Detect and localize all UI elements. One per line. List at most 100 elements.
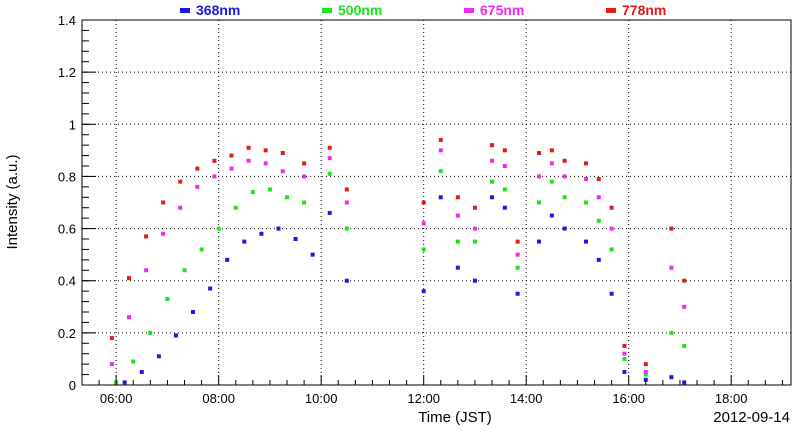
y-tick-label: 1.2 xyxy=(58,65,76,80)
data-point xyxy=(562,195,567,200)
data-point xyxy=(682,278,687,283)
data-points xyxy=(109,137,687,385)
data-point xyxy=(259,231,264,236)
data-point xyxy=(515,239,520,244)
data-point xyxy=(161,200,166,205)
data-point xyxy=(191,310,196,314)
data-point xyxy=(438,195,443,200)
x-axis-title: Time (JST) xyxy=(418,409,492,426)
data-point xyxy=(549,213,554,218)
data-point xyxy=(421,247,426,252)
data-point xyxy=(643,362,648,367)
data-point xyxy=(280,169,285,174)
legend-marker xyxy=(322,8,332,13)
data-point xyxy=(212,174,217,179)
legend-marker xyxy=(606,8,616,13)
data-point xyxy=(438,148,443,153)
data-point xyxy=(109,362,114,367)
data-point xyxy=(327,171,332,176)
x-tick-label: 06:00 xyxy=(100,391,133,406)
x-tick-label: 16:00 xyxy=(612,391,645,406)
data-point xyxy=(669,375,674,380)
data-point xyxy=(490,158,495,163)
data-point xyxy=(216,226,221,231)
data-point xyxy=(229,153,234,158)
data-point xyxy=(549,148,554,153)
y-tick-label: 0.2 xyxy=(58,326,76,341)
series-778nm xyxy=(109,137,687,367)
data-point xyxy=(156,354,161,359)
x-tick-label: 14:00 xyxy=(510,391,543,406)
data-point xyxy=(139,369,144,374)
data-point xyxy=(455,265,460,270)
data-point xyxy=(344,278,349,283)
data-point xyxy=(609,205,614,210)
data-point xyxy=(562,174,567,179)
data-point xyxy=(472,278,477,283)
data-point xyxy=(131,359,136,364)
data-point xyxy=(622,356,627,361)
data-point xyxy=(327,156,332,161)
data-point xyxy=(682,380,687,385)
data-point xyxy=(242,239,247,244)
data-point xyxy=(165,296,170,301)
data-point xyxy=(225,257,230,262)
data-point xyxy=(302,200,307,205)
data-point xyxy=(455,239,460,244)
plot-frame xyxy=(81,19,792,386)
data-point xyxy=(302,174,307,179)
legend-marker xyxy=(180,8,190,13)
data-point xyxy=(596,257,601,262)
y-tick-label: 0.6 xyxy=(58,222,76,237)
data-point xyxy=(122,380,127,385)
data-point xyxy=(502,187,507,192)
data-point xyxy=(643,372,648,377)
data-point xyxy=(229,166,234,171)
data-point xyxy=(327,145,332,150)
data-point xyxy=(263,148,268,153)
data-point xyxy=(609,226,614,231)
data-point xyxy=(293,237,298,241)
legend-marker xyxy=(464,8,474,13)
x-tick-label: 10:00 xyxy=(305,391,338,406)
data-point xyxy=(669,265,674,270)
legend-label: 778nm xyxy=(622,2,666,18)
data-point xyxy=(609,247,614,252)
data-point xyxy=(622,369,627,374)
data-point xyxy=(669,226,674,231)
y-axis-title: Intensity (a.u.) xyxy=(4,154,21,249)
y-tick-label: 0.4 xyxy=(58,274,76,289)
data-point xyxy=(490,179,495,184)
legend-label: 675nm xyxy=(480,2,524,18)
x-tick-label: 12:00 xyxy=(407,391,440,406)
data-point xyxy=(455,195,460,200)
series-500nm xyxy=(114,169,687,385)
data-point xyxy=(515,291,520,296)
data-point xyxy=(682,304,687,309)
data-point xyxy=(276,226,281,231)
legend-label: 500nm xyxy=(338,2,382,18)
data-point xyxy=(263,161,268,166)
series-675nm xyxy=(109,148,687,374)
data-point xyxy=(502,205,507,210)
data-point xyxy=(472,239,477,244)
data-point xyxy=(182,268,187,273)
data-point xyxy=(310,252,315,257)
data-point xyxy=(285,195,290,200)
data-point xyxy=(502,148,507,153)
data-point xyxy=(562,158,567,163)
data-point xyxy=(537,174,542,179)
legend-label: 368nm xyxy=(196,2,240,18)
plot-background xyxy=(82,20,791,385)
data-point xyxy=(233,205,238,210)
data-point xyxy=(246,158,251,163)
data-point xyxy=(173,333,178,338)
data-point xyxy=(583,161,588,166)
data-point xyxy=(344,226,349,231)
data-point xyxy=(421,200,426,205)
data-point xyxy=(161,231,166,236)
data-point xyxy=(199,247,204,252)
data-point xyxy=(178,205,183,210)
data-point xyxy=(421,221,426,226)
